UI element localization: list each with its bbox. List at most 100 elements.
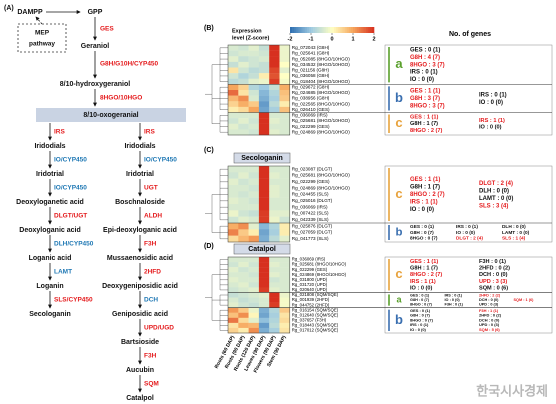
- heat-cell: [238, 112, 249, 119]
- gene-count: IO : 0 (0): [479, 125, 502, 131]
- gene-count: SQM : 5 (6): [479, 327, 500, 332]
- heat-cell: [279, 223, 290, 230]
- heat-cell: [248, 257, 260, 263]
- row-label: Rg_036069 (IRS): [292, 113, 328, 118]
- heat-cell: [228, 84, 239, 91]
- heat-cell: [238, 235, 249, 243]
- row-label: Rg_007422 (SLS): [292, 211, 329, 216]
- heat-cell: [279, 78, 290, 85]
- heat-cell: [248, 317, 260, 324]
- heat-cell: [279, 56, 290, 63]
- heat-cell: [238, 123, 249, 130]
- row-label: Rg_023087 (DLGT): [292, 166, 333, 171]
- heat-cell: [238, 223, 249, 230]
- heat-cell: [238, 312, 249, 318]
- heat-cell: [248, 185, 260, 192]
- heat-cell: [279, 45, 290, 51]
- heat-cell: [248, 292, 260, 298]
- heat-cell: [248, 307, 260, 313]
- colorbar-segment: [308, 27, 312, 33]
- counts-title: No. of genes: [449, 31, 491, 38]
- gene-count: 8HGO : 0 (7): [410, 317, 434, 322]
- heat-cell: [238, 210, 249, 217]
- gene-count: IO : 0 (0): [410, 77, 434, 83]
- heat-cell: [258, 204, 270, 211]
- heat-cell: [228, 118, 239, 124]
- gene-count: G8H : 1 (7): [410, 266, 438, 272]
- heat-cell: [269, 210, 280, 217]
- heat-cell: [248, 123, 260, 130]
- colorbar-segment: [325, 27, 329, 33]
- heat-cell: [269, 322, 280, 329]
- heat-cell: [238, 61, 249, 68]
- heat-cell: [228, 197, 239, 205]
- heat-cell: [258, 317, 270, 324]
- heat-cell: [258, 257, 270, 263]
- heat-cell: [238, 282, 249, 288]
- heat-cell: [269, 257, 280, 263]
- heat-cell: [258, 185, 270, 192]
- gene-count: SLS : 3 (4): [479, 203, 508, 209]
- heat-cell: [258, 235, 270, 243]
- heat-cell: [269, 112, 280, 119]
- heat-cell: [248, 197, 260, 205]
- colorbar-segment: [302, 27, 305, 33]
- heat-cell: [269, 307, 280, 313]
- enzyme: IRS: [54, 129, 66, 136]
- heat-cell: [238, 45, 249, 51]
- compound: Epi-deoxyloganic acid: [103, 227, 177, 234]
- group-letter: b: [396, 227, 403, 239]
- enzyme: SQM: [144, 381, 159, 388]
- row-label: Rg_018404 (8HGO/10HGO): [292, 79, 350, 84]
- highlight-box: [36, 108, 186, 122]
- heat-cell: [258, 297, 270, 303]
- heat-cell: [258, 282, 270, 288]
- heat-cell: [258, 123, 270, 130]
- row-label: Rg_025641 (G8H): [292, 51, 330, 56]
- heat-cell: [248, 272, 260, 278]
- row-label: Rg_027059 (DLGT): [292, 230, 333, 235]
- heat-cell: [228, 90, 239, 96]
- heat-cell: [238, 73, 249, 79]
- row-label: Rg_031800 (UPD): [292, 277, 328, 282]
- heat-cell: [228, 307, 239, 313]
- heat-cell: [248, 287, 260, 293]
- compound: Aucubin: [126, 367, 154, 374]
- heat-cell: [258, 95, 270, 102]
- colorbar-segment: [353, 27, 356, 33]
- heat-cell: [228, 191, 239, 198]
- group-letter: b: [395, 90, 403, 105]
- heat-cell: [238, 272, 249, 278]
- compound: GPP: [88, 9, 103, 16]
- row-label: Rg_041773 (SLS): [292, 236, 329, 241]
- heat-cell: [258, 166, 270, 173]
- heat-cell: [238, 67, 249, 74]
- heat-cell: [269, 197, 280, 205]
- row-label: Rg_021156 (G8H): [292, 68, 330, 73]
- heat-cell: [279, 172, 290, 179]
- gene-count: GES : 1 (1): [410, 259, 438, 265]
- heat-cell: [248, 129, 260, 136]
- heat-cell: [248, 166, 260, 173]
- gene-count: F3H : 1 (1): [479, 308, 499, 313]
- heat-cell: [238, 317, 249, 324]
- heat-cell: [228, 216, 239, 224]
- heat-cell: [238, 56, 249, 63]
- heat-cell: [248, 90, 260, 96]
- heat-cell: [248, 95, 260, 102]
- row-label: Rg_034532 (8HGO/10HGO): [292, 62, 350, 67]
- heat-cell: [258, 292, 270, 298]
- heat-cell: [279, 307, 290, 313]
- heat-cell: [258, 229, 270, 236]
- heat-cell: [248, 61, 260, 68]
- heat-cell: [258, 287, 270, 293]
- heat-cell: [258, 90, 270, 96]
- colorbar-segment: [315, 27, 318, 33]
- heat-cell: [269, 229, 280, 236]
- heat-cell: [279, 101, 290, 108]
- heat-cell: [228, 73, 239, 79]
- panel-label: (A): [4, 5, 14, 12]
- compound: Loganic acid: [29, 255, 72, 262]
- compound: Iridodials: [124, 143, 155, 150]
